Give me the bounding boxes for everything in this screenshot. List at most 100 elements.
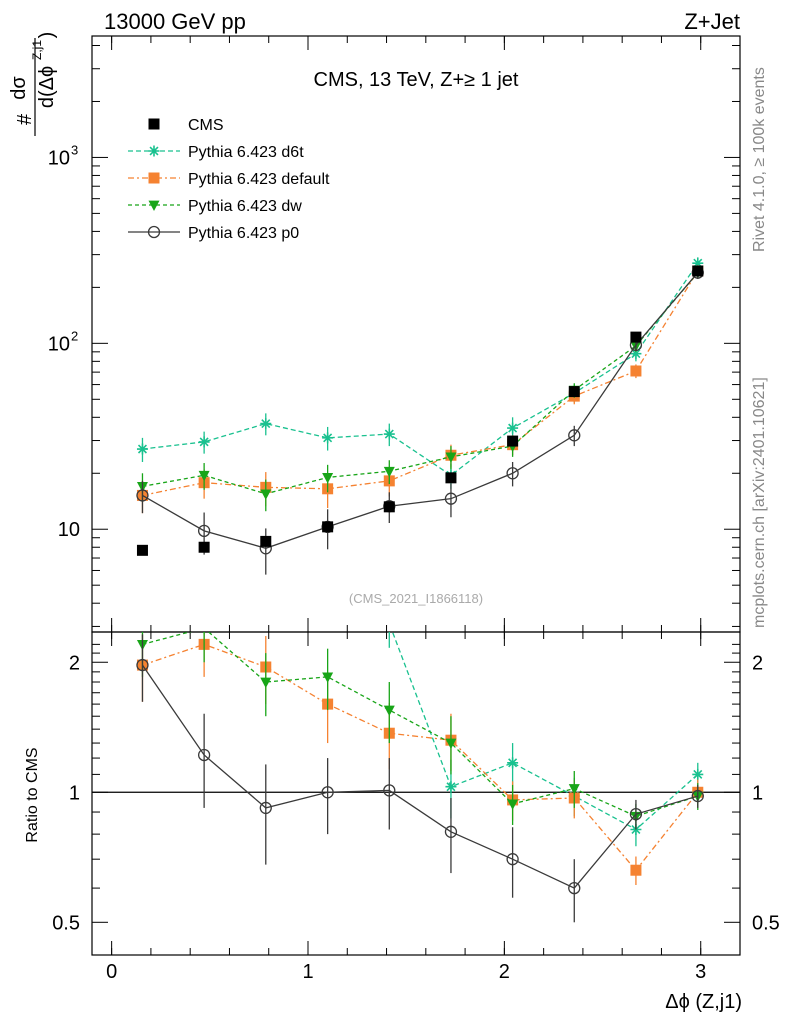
ratio-y-axis-title: Ratio to CMS [24,747,41,842]
point-pythia-6-423-dw [198,470,210,482]
point-pythia-6-423-d6t [136,443,148,455]
ratio-point-pythia-6-423-dw [260,677,272,689]
series-cms [136,265,704,556]
point-cms [136,544,148,556]
ratio-panel-frame [91,631,741,956]
ratio-point-pythia-6-423-p0 [383,784,396,797]
point-cms [568,386,580,398]
legend-label-pythia-6-423-d6t: Pythia 6.423 d6t [188,144,304,161]
legend: CMS Pythia 6.423 d6t Pythia 6.423 default P… [128,117,330,242]
point-pythia-6-423-d6t [507,422,519,434]
header-left-label: 13000 GeV pp [104,9,246,34]
point-pythia-6-423-dw [260,489,272,500]
point-cms [260,535,272,547]
point-pythia-6-423-d6t [383,428,395,440]
point-cms [322,521,334,533]
point-pythia-6-423-p0 [568,429,581,442]
ratio-series-pythia-6-423-dw [136,632,704,830]
series-line-pythia-6-423-dw [142,272,699,495]
ratio-point-pythia-6-423-p0 [691,789,704,803]
ratio-point-pythia-6-423-dw [568,784,580,795]
y-axis-title-denominator-close: ) [36,32,58,39]
ratio-point-pythia-6-423-d6t [260,513,271,524]
y-tick-label: 10 [48,147,70,169]
point-pythia-6-423-dw [383,466,395,478]
x-tick-label: 1 [302,961,313,983]
point-cms [630,331,642,343]
ratio-panel-series [136,513,704,923]
point-pythia-6-423-d6t [260,418,272,430]
ratio-point-pythia-6-423-p0 [321,786,334,799]
ratio-point-pythia-6-423-dw [383,705,395,717]
point-pythia-6-423-p0 [444,492,458,505]
ratio-y-tick-label: 2 [69,652,80,674]
point-pythia-6-423-p0 [197,524,211,538]
series-pythia-6-423-dw [136,266,704,512]
ratio-point-pythia-6-423-d6t [692,768,704,780]
ratio-point-pythia-6-423-dw [203,632,206,635]
point-cms [507,435,519,447]
series-pythia-6-423-d6t [136,257,704,489]
series-line-pythia-6-423-d6t [142,262,699,477]
y-axis-title: # dσ d(Δϕ Z,j1 ) [8,32,58,136]
legend-marker-pythia-6-423-default [148,172,160,184]
ratio-y-tick-label: 0.5 [52,912,80,934]
point-cms [445,472,457,484]
legend-label-pythia-6-423-p0: Pythia 6.423 p0 [188,225,299,242]
ratio-y-tick-label-right: 2 [752,652,763,674]
x-tick-label: 0 [106,961,117,983]
ratio-y-tick-label-right: 1 [752,782,763,804]
ratio-point-pythia-6-423-p0 [444,825,458,838]
ratio-point-pythia-6-423-d6t [384,618,395,629]
ratio-line-pythia-6-423-default [142,643,699,872]
point-pythia-6-423-p0 [136,489,149,502]
ratio-y-tick-label-right: 0.5 [752,912,780,934]
ratio-point-pythia-6-423-p0 [136,658,149,672]
legend-marker-pythia-6-423-d6t [148,145,160,157]
y-tick-label-exponent: 2 [71,328,78,343]
point-pythia-6-423-d6t [630,348,642,360]
ratio-point-pythia-6-423-dw [445,738,457,750]
ratio-point-pythia-6-423-p0 [259,801,272,815]
plot-title: CMS, 13 TeV, Z+≥ 1 jet [314,69,519,91]
legend-label-pythia-6-423-dw: Pythia 6.423 dw [188,198,302,215]
main-panel-series [136,257,704,575]
y-axis-title-prefix: # [14,113,36,125]
ratio-point-pythia-6-423-p0 [197,748,211,762]
series-pythia-6-423-p0 [136,266,704,575]
y-axis-title-denominator-sup: Z,j1 [30,40,44,60]
point-pythia-6-423-default [630,365,642,377]
legend-label-pythia-6-423-default: Pythia 6.423 default [188,171,330,188]
ratio-series-pythia-6-423-d6t [260,513,704,847]
legend-marker-cms [148,118,160,130]
ratio-y-tick-label: 1 [69,782,80,804]
y-tick-label: 10 [48,333,70,355]
y-axis-title-denominator: d(Δϕ [36,66,58,108]
series-line-pythia-6-423-p0 [142,272,699,549]
x-tick-label: 2 [499,961,510,983]
ratio-line-pythia-6-423-p0 [141,664,698,889]
ratio-point-pythia-6-423-default [630,864,642,876]
ratio-line-pythia-6-423-dw [142,632,698,817]
side-label-mcplots: mcplots.cern.ch [arXiv:2401.10621] [751,377,768,628]
ratio-point-pythia-6-423-dw [507,799,519,810]
legend-marker-pythia-6-423-p0 [147,225,161,239]
point-cms [383,501,395,513]
series-line-pythia-6-423-default [142,270,699,497]
ratio-point-pythia-6-423-d6t [507,757,519,769]
x-axis-title: Δϕ (Z,j1) [665,991,742,1013]
side-label-rivet: Rivet 4.1.0, ≥ 100k events [751,67,768,252]
point-cms [198,541,210,553]
ratio-series-pythia-6-423-p0 [136,634,704,923]
ratio-point-pythia-6-423-p0 [506,853,519,866]
legend-marker-pythia-6-423-dw [148,200,160,212]
ratio-point-pythia-6-423-p0 [568,881,581,895]
analysis-label: (CMS_2021_I1866118) [349,591,483,606]
x-tick-label: 3 [695,961,706,983]
ratio-line-pythia-6-423-d6t [391,632,699,831]
series-pythia-6-423-default [136,265,704,514]
y-tick-label-exponent: 3 [71,142,78,157]
ratio-point-pythia-6-423-dw [322,672,334,683]
